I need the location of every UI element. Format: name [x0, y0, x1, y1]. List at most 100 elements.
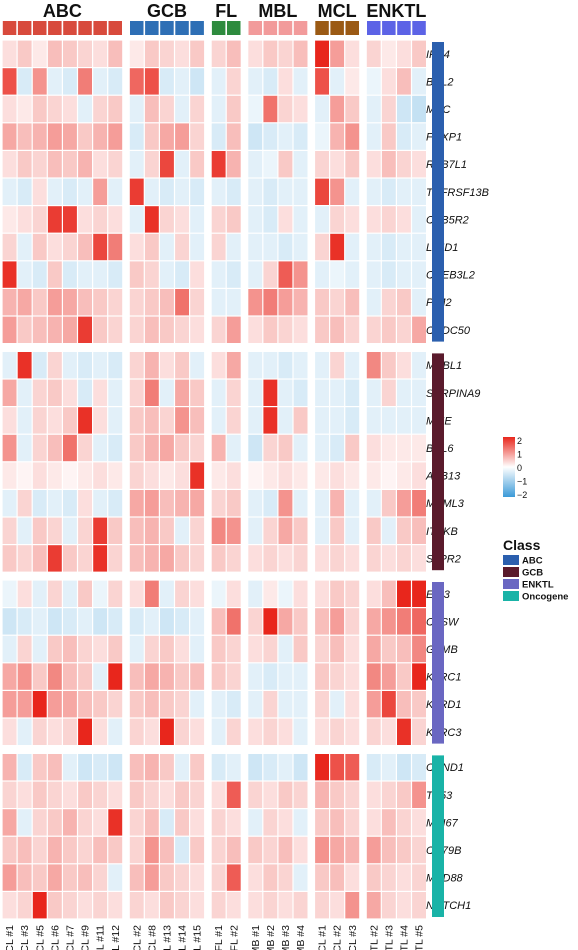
heat-cell	[366, 517, 381, 544]
heat-cell	[17, 206, 32, 233]
heat-cell	[108, 781, 123, 808]
heat-cell	[17, 289, 32, 316]
heat-cell	[78, 490, 92, 517]
heat-cell	[2, 178, 17, 205]
heat-cell	[381, 233, 396, 261]
heat-cell	[108, 635, 123, 663]
heat-cell	[144, 781, 159, 808]
heat-cell	[78, 608, 92, 635]
heat-cell	[397, 289, 411, 316]
sample-label: PMB #4	[295, 925, 307, 950]
heat-cell	[47, 40, 62, 67]
heat-cell	[32, 261, 47, 288]
sample-label: DLBCL #9	[80, 925, 92, 950]
heat-cell	[226, 462, 241, 489]
heat-cell	[2, 781, 17, 808]
heat-cell	[263, 892, 278, 919]
heat-cell	[293, 123, 308, 150]
heat-cell	[63, 718, 77, 745]
heat-cell	[248, 517, 263, 544]
heat-cell	[129, 462, 144, 489]
heat-cell	[2, 68, 17, 95]
heat-cell	[226, 836, 241, 864]
heat-cell	[381, 517, 396, 544]
heat-cell	[315, 545, 329, 572]
heat-cell	[278, 781, 293, 808]
heat-cell	[263, 663, 278, 690]
heat-cell	[160, 123, 174, 150]
heat-cell	[129, 123, 144, 150]
heat-cell	[175, 95, 189, 123]
heat-cell	[17, 40, 32, 67]
heat-cell	[293, 40, 308, 67]
heat-cell	[160, 289, 174, 316]
heat-cell	[32, 781, 47, 808]
heat-cell	[278, 580, 293, 607]
heat-cell	[366, 68, 381, 95]
group-bar-abc	[78, 21, 92, 35]
heat-cell	[175, 407, 189, 434]
heat-cell	[293, 261, 308, 288]
heat-cell	[175, 123, 189, 150]
heat-cell	[366, 864, 381, 891]
heat-cell	[278, 517, 293, 544]
heat-cell	[248, 781, 263, 808]
heat-cell	[160, 718, 174, 745]
heat-cell	[17, 608, 32, 635]
heat-cell	[366, 718, 381, 745]
heat-cell	[144, 754, 159, 781]
heat-cell	[78, 864, 92, 891]
heat-cell	[397, 718, 411, 745]
heat-cell	[144, 352, 159, 379]
heat-cell	[2, 123, 17, 150]
heat-cell	[63, 545, 77, 572]
heat-cell	[345, 178, 360, 205]
heat-cell	[248, 261, 263, 288]
heat-cell	[144, 490, 159, 517]
heat-cell	[397, 580, 411, 607]
heat-cell	[17, 836, 32, 864]
heat-cell	[248, 289, 263, 316]
heat-cell	[211, 635, 226, 663]
sample-label: DLBCL #12	[110, 925, 122, 950]
sample-label: ENKTL #2	[368, 925, 380, 950]
heat-cell	[129, 691, 144, 718]
heat-cell	[366, 545, 381, 572]
heat-cell	[412, 178, 426, 205]
heat-cell	[278, 316, 293, 343]
heat-cell	[47, 68, 62, 95]
heat-cell	[381, 95, 396, 123]
heat-cell	[226, 68, 241, 95]
heat-cell	[32, 434, 47, 462]
heat-cell	[412, 635, 426, 663]
heat-cell	[293, 892, 308, 919]
heat-cell	[330, 663, 345, 690]
heat-cell	[330, 754, 345, 781]
heat-cell	[263, 580, 278, 607]
heat-cell	[211, 809, 226, 836]
heat-cell	[78, 635, 92, 663]
heat-cell	[366, 178, 381, 205]
heat-cell	[63, 289, 77, 316]
heat-cell	[78, 379, 92, 406]
heat-cell	[190, 352, 205, 379]
heat-cell	[278, 545, 293, 572]
group-bar-mbl	[248, 21, 262, 35]
heat-cell	[293, 545, 308, 572]
heat-cell	[17, 261, 32, 288]
heat-cell	[190, 68, 205, 95]
heat-cell	[190, 635, 205, 663]
heat-cell	[293, 407, 308, 434]
heat-cell	[175, 40, 189, 67]
heat-cell	[211, 151, 226, 178]
heat-cell	[248, 123, 263, 150]
class-bar-gcb	[432, 353, 444, 571]
heat-cell	[160, 691, 174, 718]
heat-cell	[47, 691, 62, 718]
heat-cell	[330, 206, 345, 233]
heat-cell	[278, 635, 293, 663]
heat-cell	[78, 233, 92, 261]
heat-cell	[144, 123, 159, 150]
heat-cell	[144, 434, 159, 462]
heat-cell	[381, 836, 396, 864]
